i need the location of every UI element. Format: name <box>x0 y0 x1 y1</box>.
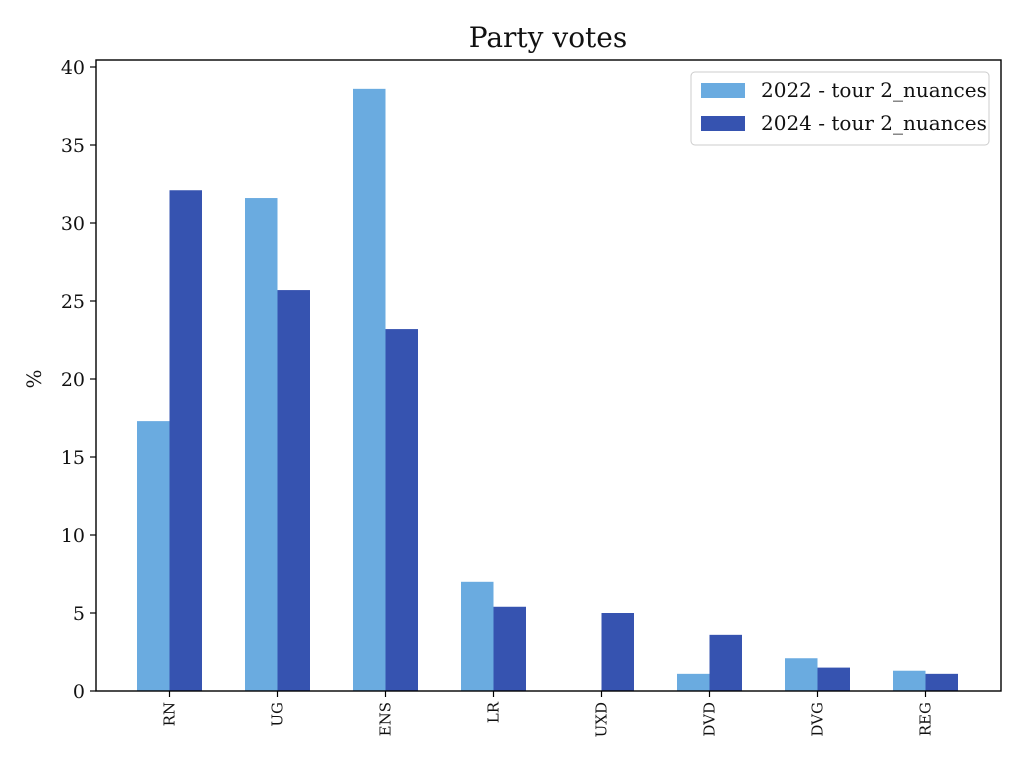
bar-reg-series-2 <box>925 673 958 691</box>
y-tick-label: 35 <box>61 135 85 157</box>
x-tick-label-ug: UG <box>269 702 287 727</box>
bars-layer <box>137 88 958 692</box>
legend: 2022 - tour 2_nuances 2024 - tour 2_nuanc… <box>690 71 990 146</box>
bar-ug-series-2 <box>277 290 310 691</box>
y-tick-label: 10 <box>61 525 85 547</box>
bar-dvd-series-1 <box>677 673 710 691</box>
y-tick-label: 5 <box>73 603 85 625</box>
legend-swatch-series-2 <box>701 116 745 131</box>
x-tick-label-lr: LR <box>485 701 503 723</box>
x-tick-label-ens: ENS <box>377 702 395 736</box>
bar-rn-series-2 <box>169 190 202 692</box>
y-tick-label: 25 <box>61 291 85 313</box>
y-axis-label: % <box>22 369 46 388</box>
bar-lr-series-2 <box>493 606 526 691</box>
x-tick-label-dvg: DVG <box>809 702 827 737</box>
bar-ens-series-1 <box>353 88 386 692</box>
bar-dvg-series-2 <box>817 667 850 691</box>
bar-ens-series-2 <box>385 329 418 691</box>
bar-dvd-series-2 <box>709 634 742 691</box>
axes-layer <box>95 59 1002 692</box>
bar-uxd-series-2 <box>601 613 634 691</box>
bar-dvg-series-1 <box>785 658 818 691</box>
y-tick-label: 0 <box>73 681 85 703</box>
plot-frame <box>95 59 1002 692</box>
legend-box <box>690 71 990 146</box>
y-tick-label: 30 <box>61 213 85 235</box>
x-tick-label-dvd: DVD <box>701 702 719 737</box>
y-tick-label: 40 <box>61 57 85 79</box>
bar-reg-series-1 <box>893 670 926 691</box>
x-tick-label-rn: RN <box>161 702 179 726</box>
y-tick-label: 15 <box>61 447 85 469</box>
ticks-layer: 0 5 10 15 20 25 30 35 40 RN UG ENS LR UXD DVD DVG REG <box>61 57 935 737</box>
x-tick-label-uxd: UXD <box>593 702 611 737</box>
legend-swatch-series-1 <box>701 83 745 98</box>
bar-lr-series-1 <box>461 581 494 691</box>
bar-ug-series-1 <box>245 198 278 692</box>
bar-rn-series-1 <box>137 421 170 691</box>
legend-label-series-2: 2024 - tour 2_nuances <box>761 111 987 135</box>
y-tick-label: 20 <box>61 369 85 391</box>
legend-label-series-1: 2022 - tour 2_nuances <box>761 78 987 102</box>
x-tick-label-reg: REG <box>917 702 935 736</box>
chart-title: Party votes <box>469 21 628 54</box>
